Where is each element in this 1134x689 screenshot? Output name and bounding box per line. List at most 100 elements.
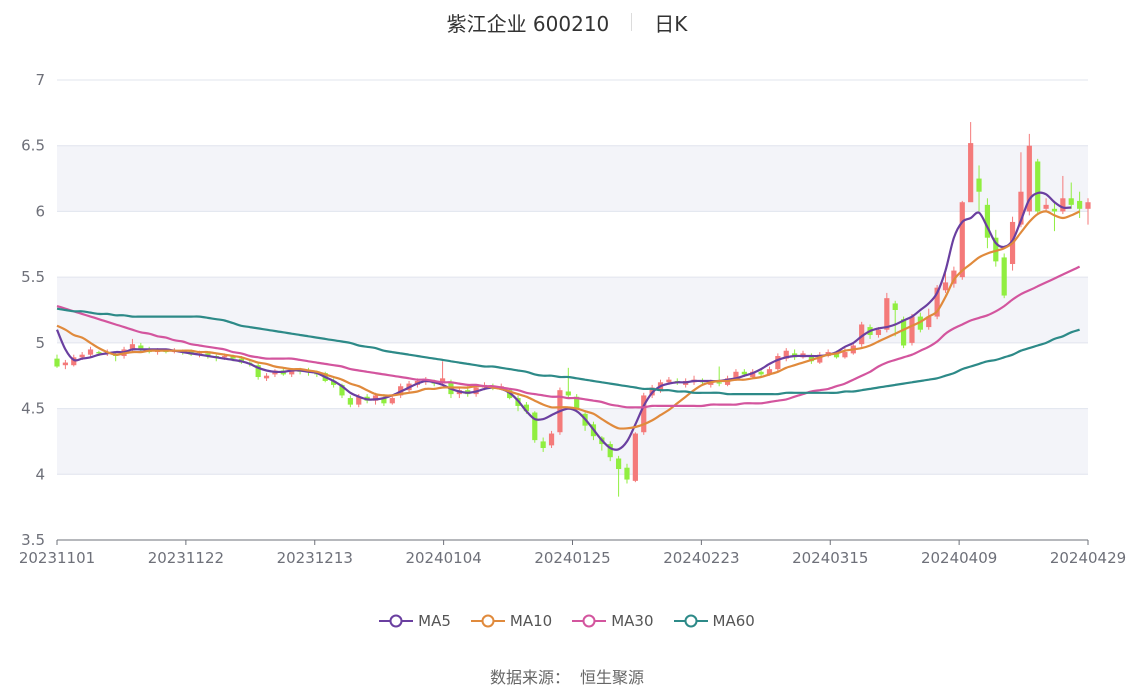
candle-body: [71, 357, 77, 366]
series-line-ma10: [56, 210, 1081, 430]
series-line-ma60: [56, 307, 1080, 396]
stock-name-code: 紫江企业 600210: [446, 11, 610, 36]
x-tick-label: 20240409: [921, 549, 997, 567]
candle-body: [62, 362, 68, 366]
x-tick-label: 20231213: [277, 549, 353, 567]
candle-body: [289, 370, 295, 375]
candle-body: [1018, 191, 1024, 225]
candle-body: [842, 352, 848, 358]
series-line-ma30: [56, 265, 1081, 409]
legend: MA5 MA10 MA30 MA60: [0, 612, 1134, 630]
candle-body: [884, 298, 890, 330]
background-bands: [57, 145, 1088, 475]
candlestick-chart: 3.5 4 4.5 5 5.5 6 6.5 7 20231101 20231122 2023121…: [19, 71, 1126, 567]
candle-body: [817, 354, 823, 363]
candle-body: [1026, 145, 1032, 212]
candle-body: [255, 365, 261, 378]
data-source: 数据来源： 恒生聚源: [0, 664, 1134, 688]
candle-body: [775, 356, 781, 370]
candle-body: [1001, 257, 1007, 296]
candle-body: [951, 270, 957, 284]
candle-body: [532, 412, 538, 441]
candle-body: [205, 353, 211, 356]
y-tick-label: 5.5: [21, 268, 45, 286]
candle-body: [607, 444, 613, 458]
candle-body: [1035, 161, 1041, 212]
candle-body: [389, 398, 395, 404]
candle-body: [624, 467, 630, 480]
candle-body: [641, 395, 647, 433]
y-tick-label: 3.5: [21, 531, 45, 549]
candle-body: [129, 344, 136, 350]
y-tick-label: 6.5: [21, 137, 45, 155]
candle-body: [766, 369, 773, 375]
ma-lines: [55, 191, 1081, 451]
y-tick-label: 6: [35, 202, 45, 220]
source-label: 数据来源：: [489, 668, 570, 687]
candle-body: [741, 371, 747, 375]
legend-item-ma60[interactable]: MA60: [673, 612, 755, 630]
candle-body: [96, 352, 102, 354]
candle-body: [138, 345, 144, 350]
legend-item-ma30[interactable]: MA30: [572, 612, 654, 630]
candle-body: [808, 356, 814, 362]
candle-body: [230, 356, 236, 359]
legend-label: MA60: [712, 612, 755, 630]
x-tick-label: 20231122: [148, 549, 224, 567]
candle-body: [993, 237, 999, 262]
candle-body: [523, 404, 529, 412]
candle-body: [716, 382, 722, 384]
candle-body: [968, 143, 974, 203]
candle-body: [1051, 208, 1058, 212]
candle-body: [347, 398, 353, 405]
candle-body: [783, 350, 789, 359]
legend-label: MA30: [611, 612, 654, 630]
legend-item-ma10[interactable]: MA10: [470, 612, 552, 630]
candle-body: [381, 398, 387, 404]
candle-body: [222, 356, 228, 358]
candle-body: [917, 316, 923, 330]
candle-body: [87, 349, 94, 355]
candle-body: [54, 358, 60, 367]
candle-body: [892, 303, 898, 310]
candle-body: [1085, 202, 1091, 209]
legend-marker-icon: [572, 614, 607, 628]
candle-body: [875, 329, 882, 335]
candle-body: [540, 441, 546, 448]
candle-body: [1077, 200, 1083, 209]
legend-marker-icon: [379, 614, 414, 628]
x-tick-label: 20240429: [1050, 549, 1126, 567]
chart-title: 紫江企业 600210 日K: [0, 6, 1134, 38]
legend-item-ma5[interactable]: MA5: [379, 612, 451, 630]
candle-body: [356, 396, 362, 405]
candle-body: [331, 380, 337, 385]
grid-band: [57, 277, 1088, 343]
candle-body: [750, 371, 756, 378]
y-tick-label: 4: [35, 465, 45, 483]
period-label[interactable]: 日K: [654, 11, 688, 36]
candle-body: [1043, 204, 1049, 209]
series-line-ma5: [55, 191, 1072, 451]
candle-body: [263, 375, 270, 379]
candle-body: [833, 353, 840, 358]
candle-body: [1068, 198, 1074, 205]
title-separator: [631, 13, 633, 31]
candle-body: [632, 433, 638, 481]
x-tick-label: 20240104: [405, 549, 481, 567]
x-tick-label: 20240315: [792, 549, 868, 567]
x-axis: 20231101 20231122 20231213 20240104 20240125…: [19, 539, 1126, 567]
candle-body: [439, 378, 446, 383]
candle-body: [574, 396, 580, 409]
candle-body: [959, 202, 965, 278]
legend-label: MA5: [418, 612, 451, 630]
candle-body: [548, 433, 555, 446]
candle-body: [372, 395, 379, 401]
candle-body: [984, 204, 991, 238]
candle-body: [616, 458, 622, 470]
candle-body: [733, 371, 739, 379]
grid-band: [57, 408, 1088, 475]
candle-body: [859, 324, 865, 345]
candle-body: [942, 282, 949, 291]
candle-body: [339, 384, 345, 396]
y-tick-label: 7: [35, 71, 45, 89]
